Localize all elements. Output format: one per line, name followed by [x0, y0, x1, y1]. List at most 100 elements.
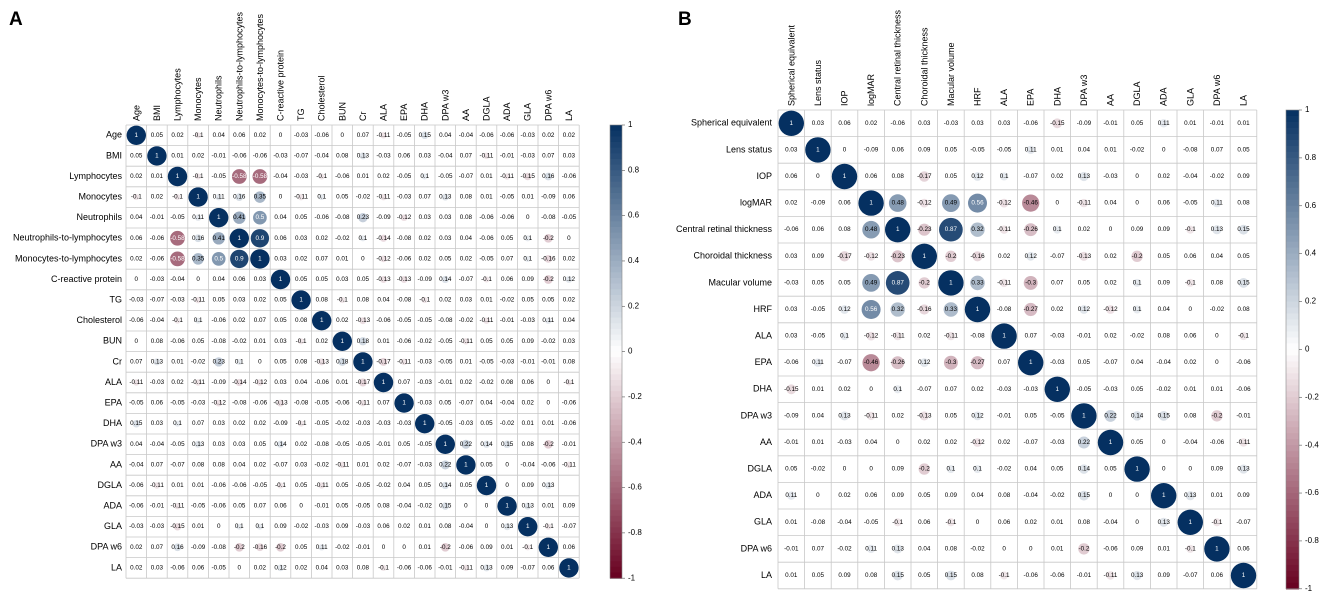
correlation-value: -0.05: [562, 214, 577, 221]
colorbar-segment: [1286, 217, 1299, 225]
correlation-value: -0.1: [945, 519, 956, 526]
colorbar-segment: [610, 566, 622, 574]
colorbar-tick-label: -0.6: [1305, 488, 1319, 497]
correlation-value: 0.02: [998, 253, 1011, 260]
colorbar-segment: [610, 158, 622, 166]
correlation-circle: [1024, 302, 1038, 317]
correlation-value: 0.12: [274, 564, 287, 571]
correlation-value: -0.02: [335, 235, 350, 242]
correlation-value: -0.11: [171, 503, 185, 510]
correlation-circle: [565, 276, 573, 283]
correlation-circle: [1230, 562, 1257, 589]
correlation-circle: [358, 337, 368, 346]
correlation-circle: [786, 384, 797, 395]
correlation-value: 1: [843, 173, 847, 180]
correlation-value: 0.41: [233, 214, 246, 221]
correlation-value: 0.14: [1078, 466, 1091, 473]
correlation-value: 0: [485, 523, 489, 530]
correlation-circle: [1124, 456, 1150, 482]
colorbar-segment: [1286, 558, 1299, 566]
correlation-value: -0.03: [418, 379, 433, 386]
correlation-value: -0.11: [891, 333, 905, 340]
correlation-value: 0.1: [840, 333, 849, 340]
row-label: Lymphocytes: [69, 171, 122, 181]
correlation-value: 0.1: [523, 235, 532, 242]
correlation-value: 0.9: [235, 255, 244, 262]
correlation-value: 0.04: [274, 214, 287, 221]
colorbar-segment: [610, 187, 622, 194]
correlation-value: -0.06: [253, 400, 268, 407]
correlation-value: -0.03: [521, 132, 536, 139]
correlation-value: -0.11: [335, 461, 349, 468]
correlation-value: -0.12: [376, 255, 391, 262]
correlation-value: -0.03: [315, 523, 330, 530]
correlation-value: -0.03: [521, 152, 536, 159]
correlation-value: 0.01: [785, 519, 798, 526]
correlation-value: 0.03: [785, 333, 798, 340]
correlation-value: -0.02: [500, 297, 515, 304]
correlation-value: -0.05: [397, 132, 412, 139]
correlation-value: -0.02: [970, 545, 985, 552]
colorbar-segment: [1286, 337, 1299, 345]
colorbar-segment: [610, 498, 622, 506]
correlation-value: -0.06: [1236, 386, 1251, 393]
colorbar-segment: [610, 170, 622, 177]
correlation-value: 0.02: [1078, 226, 1091, 233]
correlation-value: 0.02: [1104, 253, 1117, 260]
correlation-value: -0.46: [1024, 200, 1039, 207]
correlation-value: -0.06: [150, 255, 165, 262]
correlation-circle: [1238, 464, 1249, 474]
colorbar-segment: [610, 447, 622, 455]
correlation-value: -0.2: [440, 544, 451, 551]
correlation-circle: [544, 482, 552, 489]
colorbar-segment: [610, 345, 622, 353]
colorbar-tick-label: -0.8: [628, 528, 642, 537]
colorbar-segment: [1286, 163, 1299, 171]
correlation-circle: [919, 358, 929, 368]
correlation-value: -0.1: [172, 317, 183, 324]
correlation-value: 0.05: [274, 297, 287, 304]
correlation-circle: [538, 537, 558, 557]
correlation-circle: [380, 255, 387, 263]
correlation-circle: [359, 317, 367, 325]
colorbar-segment: [1286, 451, 1299, 458]
correlation-value: 0: [1109, 492, 1113, 499]
correlation-circle: [543, 275, 553, 284]
correlation-value: 0.06: [1158, 200, 1171, 207]
correlation-value: 0.01: [542, 420, 555, 427]
correlation-circle: [938, 270, 964, 296]
correlation-circle: [194, 379, 202, 386]
colorbar-segment: [610, 396, 622, 404]
correlation-value: 0.01: [480, 297, 493, 304]
correlation-value: -0.05: [335, 441, 350, 448]
correlation-value: 0.33: [971, 279, 984, 286]
correlation-value: -0.08: [294, 400, 309, 407]
correlation-circle: [167, 166, 188, 187]
correlation-value: 0.14: [1131, 412, 1144, 419]
correlation-value: 0.09: [1131, 545, 1144, 552]
correlation-value: -0.05: [479, 358, 494, 365]
correlation-value: -0.05: [1050, 412, 1065, 419]
correlation-circle: [973, 465, 982, 474]
correlation-value: 0.06: [1184, 333, 1197, 340]
correlation-value: 1: [402, 400, 406, 407]
correlation-value: 0.05: [918, 492, 931, 499]
correlation-value: 0.12: [838, 306, 851, 313]
correlation-value: -0.08: [970, 333, 985, 340]
correlation-circle: [1026, 145, 1035, 155]
correlation-value: -0.05: [315, 420, 330, 427]
correlation-value: 0.08: [151, 338, 164, 345]
correlation-circle: [188, 187, 208, 207]
correlation-value: 0.14: [274, 441, 287, 448]
colorbar-segment: [610, 481, 622, 489]
row-label: GLA: [754, 517, 772, 527]
correlation-circle: [911, 243, 937, 269]
correlation-value: -0.1: [1211, 519, 1222, 526]
correlation-circle: [866, 331, 876, 341]
correlation-value: -0.11: [356, 400, 370, 407]
correlation-value: -0.15: [521, 173, 536, 180]
correlation-value: 0.08: [1184, 412, 1197, 419]
correlation-circle: [862, 220, 880, 239]
correlation-circle: [476, 475, 497, 496]
correlation-value: 0.01: [336, 255, 349, 262]
